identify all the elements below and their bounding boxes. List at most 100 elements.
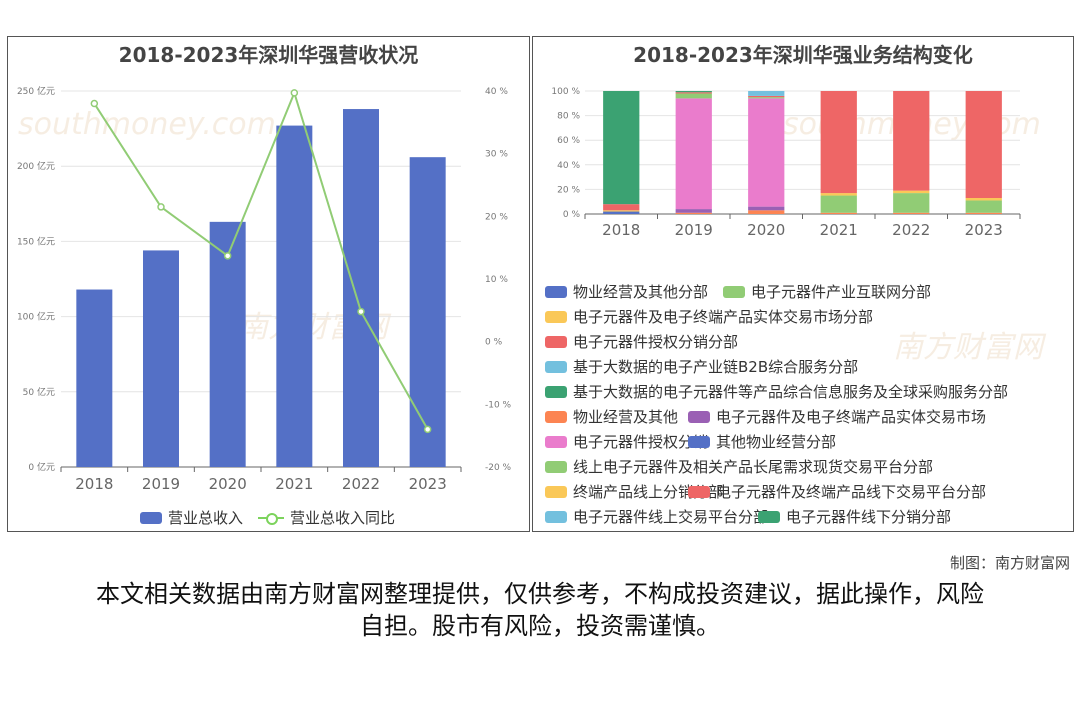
legend-label: 电子元器件线上交易平台分部 (573, 508, 769, 526)
revenue-yoy-point (157, 203, 165, 211)
legend-bar-swatch (140, 511, 162, 524)
legend-swatch (545, 510, 567, 523)
structure-chart-title: 2018-2023年深圳华强业务结构变化 (633, 43, 973, 67)
legend-label: 基于大数据的电子产业链B2B综合服务分部 (573, 358, 859, 376)
legend-item[interactable]: 电子元器件线下分销分部 (758, 506, 951, 527)
segment-bar (820, 193, 857, 196)
legend-label: 电子元器件线下分销分部 (786, 508, 952, 526)
segment-bar (748, 98, 785, 207)
revenue-bar (276, 125, 313, 467)
y-right-tick-label: 10 % (485, 275, 508, 285)
legend-label: 物业经营及其他分部 (573, 283, 709, 301)
legend-label: 电子元器件及电子终端产品实体交易市场 (716, 408, 987, 426)
legend-item[interactable]: 基于大数据的电子元器件等产品综合信息服务及全球采购服务分部 (545, 381, 1008, 402)
legend-item[interactable]: 电子元器件及电子终端产品实体交易市场 (688, 406, 986, 427)
x-tick-label: 2020 (209, 475, 247, 493)
y-right-tick-label: 20 % (485, 212, 508, 222)
legend-revenue-yoy[interactable]: 营业总收入同比 (258, 507, 395, 528)
legend-swatch (545, 335, 567, 348)
revenue-yoy-line (93, 89, 429, 430)
legend-revenue[interactable]: 营业总收入 (140, 507, 243, 528)
segment-bar (748, 95, 785, 98)
legend-label: 线上电子元器件及相关产品长尾需求现货交易平台分部 (573, 458, 934, 476)
revenue-bar (409, 157, 446, 467)
segment-bar (893, 190, 930, 194)
legend-item[interactable]: 其他物业经营分部 (688, 431, 836, 452)
x-tick-label: 2019 (675, 221, 713, 239)
legend-item[interactable]: 物业经营及其他 (545, 406, 678, 427)
disclaimer-text: 本文相关数据由南方财富网整理提供，仅供参考，不构成投资建议，据此操作，风险自担。… (96, 580, 984, 640)
segment-bar (820, 91, 857, 194)
y-right-tick-label: -20 % (485, 463, 512, 473)
segment-bar (603, 204, 640, 211)
legend-revenue-yoy-label: 营业总收入同比 (290, 509, 396, 527)
revenue-bar (343, 109, 379, 467)
legend-swatch (545, 285, 567, 298)
legend-swatch (688, 485, 710, 498)
legend-swatch (758, 510, 780, 523)
revenue-yoy-point (423, 425, 432, 434)
segment-bar (603, 91, 640, 205)
segment-bar (820, 195, 857, 213)
y-tick-label: 60 % (557, 136, 580, 146)
x-tick-label: 2021 (275, 475, 313, 493)
segment-bar (675, 91, 712, 93)
legend-item[interactable]: 线上电子元器件及相关产品长尾需求现货交易平台分部 (545, 456, 933, 477)
structure-chart-panel: 2018-2023年深圳华强业务结构变化 southmoney.com 南方财富… (532, 36, 1074, 532)
y-tick-label: 100 % (551, 87, 580, 97)
x-tick-label: 2022 (342, 475, 380, 493)
chart-credit: 制图：南方财富网 (949, 554, 1070, 572)
segment-bar (603, 210, 640, 212)
legend-label: 基于大数据的电子元器件等产品综合信息服务及全球采购服务分部 (573, 383, 1009, 401)
watermark-text: 南方财富网 (893, 330, 1043, 365)
legend-label: 其他物业经营分部 (716, 433, 837, 451)
legend-swatch (545, 410, 567, 423)
legend-line-swatch (258, 512, 284, 525)
x-tick-label: 2018 (75, 475, 113, 493)
revenue-bar (76, 289, 113, 467)
segment-bar (748, 97, 785, 99)
segment-bar (675, 209, 712, 213)
x-tick-label: 2020 (747, 221, 785, 239)
legend-item[interactable]: 电子元器件授权分销分部 (545, 331, 738, 352)
y-left-tick-label: 0 亿元 (28, 461, 55, 473)
segment-bar (748, 206, 785, 211)
legend-swatch (545, 435, 567, 448)
legend-item[interactable]: 电子元器件产业互联网分部 (723, 281, 931, 302)
y-right-tick-label: 40 % (485, 87, 508, 97)
revenue-yoy-point (357, 307, 365, 316)
y-tick-label: 80 % (557, 112, 580, 122)
x-tick-label: 2021 (820, 221, 858, 239)
legend-label: 电子元器件授权分销 (573, 433, 709, 451)
legend-item[interactable]: 电子元器件及终端产品线下交易平台分部 (688, 481, 986, 502)
legend-swatch (545, 385, 567, 398)
legend-item[interactable]: 终端产品线上分销分部 (545, 481, 723, 502)
y-left-tick-label: 100 亿元 (17, 311, 55, 323)
segment-bar (675, 93, 712, 99)
segment-bar (603, 211, 640, 214)
segment-bar (965, 198, 1002, 201)
legend-swatch (723, 285, 745, 298)
y-left-tick-label: 200 亿元 (17, 160, 55, 172)
y-right-tick-label: 30 % (485, 150, 508, 160)
structure-chart: 0 % 20 % 40 % 60 % 80 % 100 % 2018 2019 2020 2021… (551, 87, 1021, 239)
legend-item[interactable]: 物业经营及其他分部 (545, 281, 708, 302)
y-left-tick-label: 250 亿元 (17, 85, 55, 97)
x-tick-label: 2023 (409, 475, 447, 493)
x-tick-label: 2022 (892, 221, 930, 239)
segment-bar (965, 212, 1002, 214)
legend-item[interactable]: 电子元器件及电子终端产品实体交易市场分部 (545, 306, 873, 327)
segment-bar (675, 212, 712, 214)
revenue-chart-panel: 2018-2023年深圳华强营收状况 southmoney.com 南方财富网 … (7, 36, 530, 532)
legend-item[interactable]: 电子元器件线上交易平台分部 (545, 506, 768, 527)
legend-label: 电子元器件产业互联网分部 (751, 283, 932, 301)
revenue-bar (143, 250, 179, 467)
y-right-tick-label: 0 % (485, 338, 503, 348)
legend-swatch (545, 360, 567, 373)
legend-revenue-label: 营业总收入 (168, 509, 244, 527)
y-tick-label: 20 % (557, 185, 580, 195)
legend-item[interactable]: 基于大数据的电子产业链B2B综合服务分部 (545, 356, 858, 377)
revenue-yoy-point (90, 99, 99, 108)
legend-label: 电子元器件及终端产品线下交易平台分部 (716, 483, 987, 501)
legend-item[interactable]: 电子元器件授权分销 (545, 431, 708, 452)
